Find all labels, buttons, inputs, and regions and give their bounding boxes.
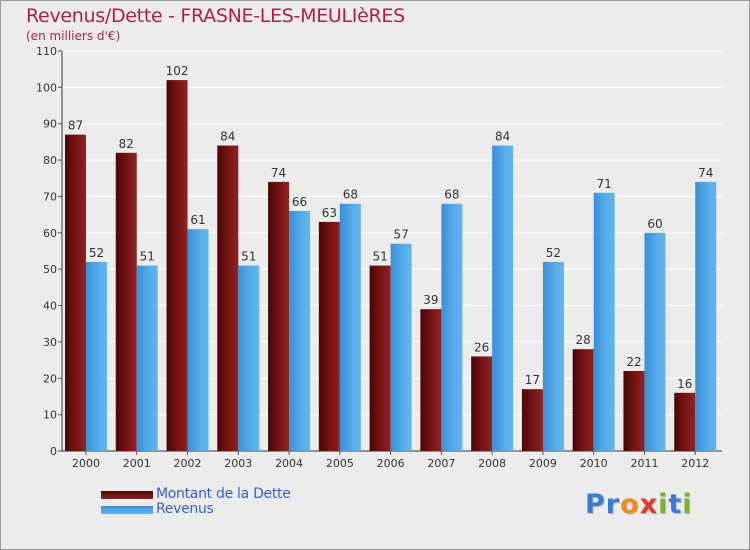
x-tick-label: 2006 [377,457,405,470]
data-label: 102 [166,64,189,78]
bar-debt [623,371,645,451]
y-tick-label: 10 [43,409,57,422]
bar-debt [572,349,594,451]
data-label: 61 [190,213,205,227]
logo-letter: i [682,489,693,520]
logo-letter: t [668,489,683,520]
logo-letter: x [639,489,659,520]
y-tick-label: 0 [50,445,57,458]
logo-letter: P [585,489,606,520]
legend-label-revenus: Revenus [156,501,214,517]
data-label: 84 [220,130,235,144]
bar-debt [65,134,86,452]
data-label: 68 [444,188,459,202]
y-tick-label: 90 [43,118,57,131]
y-tick-label: 40 [43,300,57,313]
data-label: 66 [292,195,307,209]
bar-revenus [289,211,311,451]
data-label: 60 [647,217,662,231]
data-label: 57 [393,228,408,242]
x-tick-label: 2009 [529,457,557,470]
data-label: 63 [322,206,337,220]
data-label: 39 [423,293,438,307]
data-label: 26 [474,340,489,354]
bar-debt [318,221,340,451]
bar-revenus [695,181,717,451]
chart-subtitle: (en milliers d'€) [26,29,121,43]
bar-revenus [492,145,514,451]
bar-revenus [187,229,209,451]
bar-debt [674,392,696,451]
bar-revenus [136,265,158,451]
bar-revenus [238,265,260,451]
y-tick-label: 20 [43,372,57,385]
legend-swatch-revenus [101,506,153,514]
bar-revenus [644,232,666,451]
legend-label-debt: Montant de la Dette [156,486,291,502]
bar-revenus [339,203,361,451]
x-tick-label: 2004 [275,457,303,470]
x-tick-label: 2001 [123,457,151,470]
bar-revenus [593,192,615,451]
bar-revenus [542,261,564,451]
data-label: 84 [495,130,510,144]
bar-debt [471,356,493,451]
x-tick-label: 2002 [174,457,202,470]
data-label: 74 [698,166,713,180]
data-label: 17 [525,373,540,387]
bar-revenus [86,261,107,451]
y-tick-label: 30 [43,336,57,349]
x-tick-label: 2008 [478,457,506,470]
y-tick-label: 80 [43,154,57,167]
data-label: 52 [546,246,561,260]
x-tick-label: 2003 [224,457,252,470]
data-label: 87 [68,119,83,133]
data-label: 82 [119,137,134,151]
logo-letter: i [658,489,669,520]
x-tick-label: 2012 [681,457,709,470]
bar-debt [217,145,239,451]
data-label: 28 [576,333,591,347]
y-tick-label: 110 [36,45,57,58]
x-tick-label: 2011 [630,457,658,470]
bar-revenus [441,203,463,451]
data-label: 16 [677,377,692,391]
bar-debt [268,181,290,451]
data-label: 51 [241,250,256,264]
bar-debt [521,389,543,451]
data-label: 22 [626,355,641,369]
x-tick-label: 2005 [326,457,354,470]
bar-debt [369,265,391,451]
x-tick-label: 2007 [427,457,455,470]
x-tick-label: 2010 [580,457,608,470]
x-tick-label: 2000 [72,457,100,470]
y-tick-label: 100 [36,81,57,94]
logo-letter: o [620,489,640,520]
bar-debt [115,152,137,451]
data-label: 52 [89,246,104,260]
bar-revenus [390,243,412,451]
y-tick-label: 70 [43,190,57,203]
data-label: 68 [343,188,358,202]
chart-title: Revenus/Dette - FRASNE-LES-MEULIèRES [26,5,405,27]
y-tick-label: 60 [43,227,57,240]
legend-swatch-debt [101,491,153,499]
data-label: 51 [140,250,155,264]
logo-letter: r [605,489,621,520]
data-label: 51 [372,250,387,264]
data-label: 71 [597,177,612,191]
bar-debt [166,80,188,451]
proxiti-logo: Proxiti [585,489,693,520]
y-tick-label: 50 [43,263,57,276]
bar-debt [420,309,442,451]
data-label: 74 [271,166,286,180]
